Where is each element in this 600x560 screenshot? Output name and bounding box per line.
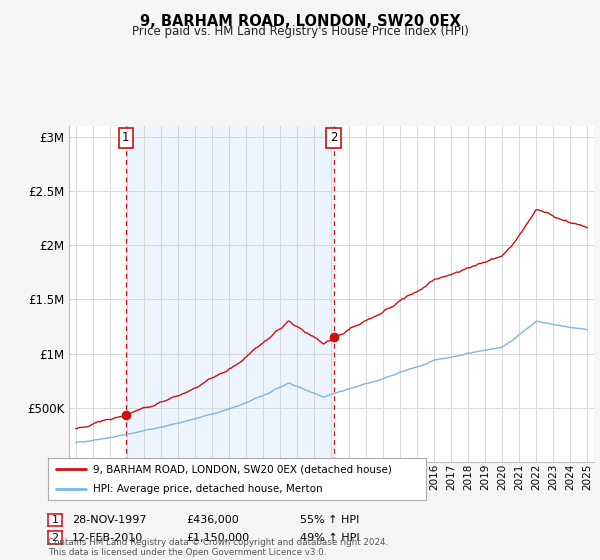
Text: £436,000: £436,000 <box>186 515 239 525</box>
Text: Contains HM Land Registry data © Crown copyright and database right 2024.
This d: Contains HM Land Registry data © Crown c… <box>48 538 388 557</box>
Text: 1: 1 <box>52 515 58 525</box>
Text: HPI: Average price, detached house, Merton: HPI: Average price, detached house, Mert… <box>94 484 323 494</box>
Text: 1: 1 <box>122 131 130 144</box>
Text: 9, BARHAM ROAD, LONDON, SW20 0EX: 9, BARHAM ROAD, LONDON, SW20 0EX <box>140 14 460 29</box>
Bar <box>125 126 334 462</box>
Text: 55% ↑ HPI: 55% ↑ HPI <box>300 515 359 525</box>
Text: 49% ↑ HPI: 49% ↑ HPI <box>300 533 359 543</box>
Text: 9, BARHAM ROAD, LONDON, SW20 0EX (detached house): 9, BARHAM ROAD, LONDON, SW20 0EX (detach… <box>94 464 392 474</box>
Text: 12-FEB-2010: 12-FEB-2010 <box>72 533 143 543</box>
Text: £1,150,000: £1,150,000 <box>186 533 249 543</box>
Text: 2: 2 <box>52 533 58 543</box>
Text: Price paid vs. HM Land Registry's House Price Index (HPI): Price paid vs. HM Land Registry's House … <box>131 25 469 38</box>
Text: 2: 2 <box>330 131 337 144</box>
Text: 28-NOV-1997: 28-NOV-1997 <box>72 515 146 525</box>
